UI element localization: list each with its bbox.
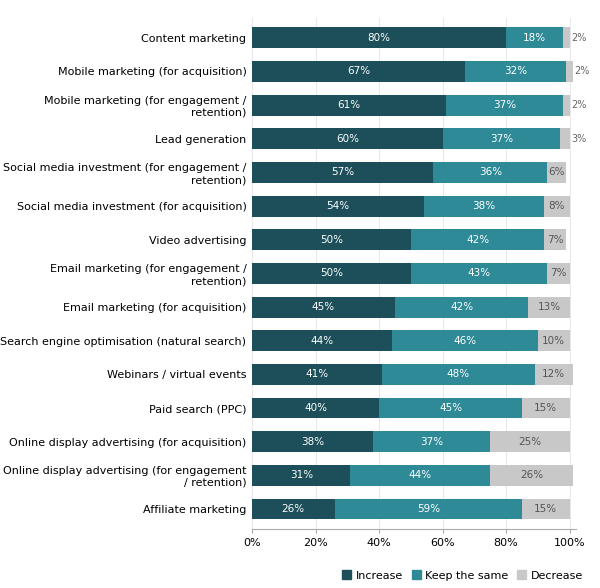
Bar <box>560 128 569 149</box>
Bar <box>252 229 411 250</box>
Bar <box>252 162 433 183</box>
Bar <box>379 397 522 419</box>
Bar <box>544 229 566 250</box>
Text: 48%: 48% <box>447 369 470 379</box>
Bar <box>395 296 529 318</box>
Bar <box>547 162 566 183</box>
Text: 18%: 18% <box>523 33 546 43</box>
Bar <box>252 296 395 318</box>
Bar <box>522 499 569 519</box>
Bar <box>335 499 522 519</box>
Text: 46%: 46% <box>453 336 476 346</box>
Text: 50%: 50% <box>320 268 343 279</box>
Text: 26%: 26% <box>520 470 543 480</box>
Bar <box>490 465 573 486</box>
Text: 15%: 15% <box>534 403 557 413</box>
Text: 7%: 7% <box>547 235 563 245</box>
Text: 44%: 44% <box>310 336 334 346</box>
Bar <box>252 499 335 519</box>
Bar <box>392 330 538 351</box>
Text: 10%: 10% <box>542 336 565 346</box>
Text: 38%: 38% <box>301 437 324 447</box>
Text: 59%: 59% <box>417 504 440 514</box>
Bar <box>350 465 490 486</box>
Legend: Increase, Keep the same, Decrease: Increase, Keep the same, Decrease <box>338 566 587 585</box>
Text: 54%: 54% <box>326 201 349 211</box>
Bar <box>424 196 544 216</box>
Text: 13%: 13% <box>538 302 560 312</box>
Text: 2%: 2% <box>571 100 587 110</box>
Bar <box>252 397 379 419</box>
Bar <box>252 431 373 452</box>
Bar <box>252 28 506 48</box>
Text: 50%: 50% <box>320 235 343 245</box>
Text: 2%: 2% <box>574 66 590 76</box>
Bar <box>252 364 382 385</box>
Bar <box>382 364 535 385</box>
Text: 3%: 3% <box>571 134 586 144</box>
Bar <box>547 263 569 284</box>
Text: 15%: 15% <box>534 504 557 514</box>
Text: 44%: 44% <box>409 470 432 480</box>
Text: 37%: 37% <box>493 100 516 110</box>
Text: 8%: 8% <box>548 201 565 211</box>
Bar <box>443 128 560 149</box>
Bar <box>535 364 573 385</box>
Bar <box>433 162 547 183</box>
Bar <box>252 196 424 216</box>
Text: 36%: 36% <box>479 168 502 178</box>
Text: 6%: 6% <box>548 168 565 178</box>
Text: 26%: 26% <box>282 504 305 514</box>
Bar <box>252 465 350 486</box>
Text: 38%: 38% <box>472 201 496 211</box>
Text: 7%: 7% <box>550 268 567 279</box>
Bar <box>252 330 392 351</box>
Bar <box>446 95 563 116</box>
Text: 2%: 2% <box>571 33 587 43</box>
Text: 42%: 42% <box>450 302 473 312</box>
Text: 32%: 32% <box>504 66 527 76</box>
Text: 25%: 25% <box>518 437 542 447</box>
Text: 57%: 57% <box>331 168 354 178</box>
Text: 42%: 42% <box>466 235 489 245</box>
Text: 31%: 31% <box>290 470 313 480</box>
Bar <box>563 28 569 48</box>
Text: 43%: 43% <box>467 268 491 279</box>
Text: 80%: 80% <box>368 33 391 43</box>
Bar <box>411 263 547 284</box>
Text: 37%: 37% <box>490 134 513 144</box>
Text: 61%: 61% <box>337 100 361 110</box>
Text: 60%: 60% <box>336 134 359 144</box>
Text: 12%: 12% <box>542 369 565 379</box>
Bar <box>544 196 569 216</box>
Bar <box>563 95 569 116</box>
Bar <box>252 95 446 116</box>
Bar <box>529 296 569 318</box>
Bar <box>252 61 465 82</box>
Text: 67%: 67% <box>347 66 370 76</box>
Bar <box>252 263 411 284</box>
Bar <box>411 229 544 250</box>
Bar <box>506 28 563 48</box>
Bar <box>538 330 569 351</box>
Text: 41%: 41% <box>305 369 329 379</box>
Text: 40%: 40% <box>304 403 327 413</box>
Text: 37%: 37% <box>420 437 443 447</box>
Bar <box>252 128 443 149</box>
Bar <box>490 431 569 452</box>
Text: 45%: 45% <box>312 302 335 312</box>
Bar <box>566 61 573 82</box>
Bar <box>465 61 566 82</box>
Bar <box>373 431 490 452</box>
Bar <box>522 397 569 419</box>
Text: 45%: 45% <box>439 403 462 413</box>
